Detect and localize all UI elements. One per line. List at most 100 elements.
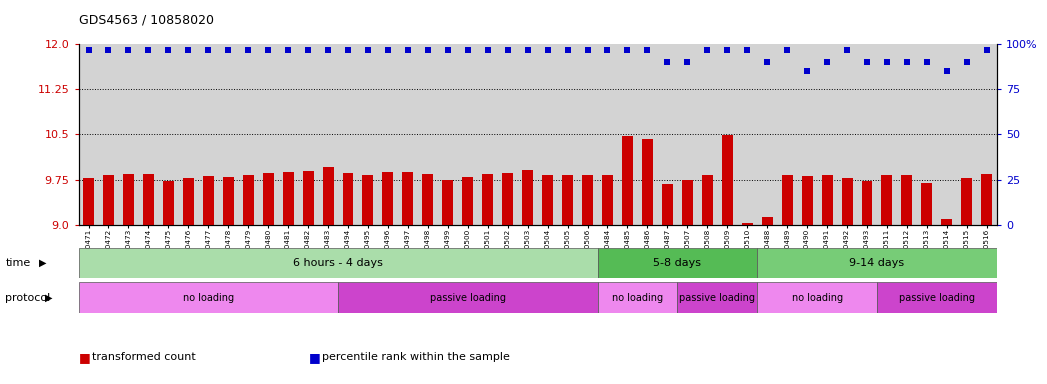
- Bar: [822, 175, 832, 225]
- Text: passive loading: passive loading: [429, 293, 506, 303]
- Point: [299, 46, 316, 53]
- Bar: [598, 248, 757, 278]
- Bar: [961, 178, 973, 225]
- Point: [440, 46, 456, 53]
- Bar: [598, 282, 677, 313]
- Bar: [122, 174, 134, 225]
- Point: [779, 46, 796, 53]
- Text: ■: ■: [309, 351, 320, 364]
- Point: [739, 46, 756, 53]
- Bar: [422, 174, 433, 225]
- Text: GDS4563 / 10858020: GDS4563 / 10858020: [79, 14, 214, 27]
- Point: [719, 46, 736, 53]
- Bar: [142, 174, 154, 225]
- Bar: [79, 248, 598, 278]
- Bar: [338, 282, 598, 313]
- Point: [200, 46, 217, 53]
- Point: [400, 46, 417, 53]
- Point: [938, 68, 955, 74]
- Bar: [762, 217, 773, 225]
- Bar: [303, 171, 313, 225]
- Bar: [402, 172, 414, 225]
- Text: no loading: no loading: [792, 293, 843, 303]
- Bar: [701, 175, 713, 225]
- Text: no loading: no loading: [183, 293, 233, 303]
- Bar: [163, 181, 174, 225]
- Point: [619, 46, 636, 53]
- Point: [140, 46, 157, 53]
- Point: [839, 46, 855, 53]
- Point: [280, 46, 296, 53]
- Point: [499, 46, 516, 53]
- Bar: [622, 136, 633, 225]
- Point: [81, 46, 97, 53]
- Point: [319, 46, 336, 53]
- Text: protocol: protocol: [5, 293, 50, 303]
- Bar: [921, 182, 933, 225]
- Bar: [877, 282, 997, 313]
- Bar: [283, 172, 293, 225]
- Bar: [382, 172, 394, 225]
- Point: [420, 46, 437, 53]
- Bar: [941, 218, 953, 225]
- Point: [359, 46, 376, 53]
- Point: [878, 59, 895, 65]
- Point: [599, 46, 616, 53]
- Bar: [842, 178, 852, 225]
- Point: [160, 46, 177, 53]
- Bar: [981, 174, 993, 225]
- Point: [519, 46, 536, 53]
- Point: [898, 59, 915, 65]
- Bar: [582, 175, 593, 225]
- Bar: [263, 173, 273, 225]
- Text: no loading: no loading: [611, 293, 663, 303]
- Bar: [757, 248, 997, 278]
- Text: percentile rank within the sample: percentile rank within the sample: [322, 352, 510, 362]
- Bar: [602, 175, 612, 225]
- Point: [559, 46, 576, 53]
- Bar: [757, 282, 877, 313]
- Text: 6 hours - 4 days: 6 hours - 4 days: [293, 258, 383, 268]
- Point: [799, 68, 816, 74]
- Point: [101, 46, 117, 53]
- Text: passive loading: passive loading: [899, 293, 975, 303]
- Bar: [463, 177, 473, 225]
- Point: [260, 46, 276, 53]
- Point: [759, 59, 776, 65]
- Text: 5-8 days: 5-8 days: [653, 258, 701, 268]
- Bar: [562, 175, 573, 225]
- Point: [659, 59, 675, 65]
- Point: [918, 59, 935, 65]
- Text: time: time: [5, 258, 30, 268]
- Point: [120, 46, 137, 53]
- Bar: [362, 175, 374, 225]
- Point: [380, 46, 397, 53]
- Point: [240, 46, 257, 53]
- Bar: [442, 180, 453, 225]
- Text: ■: ■: [79, 351, 90, 364]
- Bar: [542, 175, 553, 225]
- Bar: [243, 175, 253, 225]
- Point: [579, 46, 596, 53]
- Text: ▶: ▶: [45, 293, 52, 303]
- Bar: [483, 174, 493, 225]
- Point: [460, 46, 476, 53]
- Bar: [662, 184, 673, 225]
- Bar: [223, 177, 233, 225]
- Text: transformed count: transformed count: [92, 352, 196, 362]
- Bar: [677, 282, 757, 313]
- Bar: [522, 170, 533, 225]
- Bar: [203, 176, 214, 225]
- Bar: [79, 282, 338, 313]
- Bar: [741, 223, 753, 225]
- Point: [958, 59, 975, 65]
- Bar: [682, 180, 693, 225]
- Point: [339, 46, 356, 53]
- Text: ▶: ▶: [39, 258, 46, 268]
- Bar: [342, 173, 354, 225]
- Bar: [782, 175, 793, 225]
- Bar: [83, 178, 94, 225]
- Point: [699, 46, 716, 53]
- Point: [180, 46, 197, 53]
- Text: passive loading: passive loading: [680, 293, 755, 303]
